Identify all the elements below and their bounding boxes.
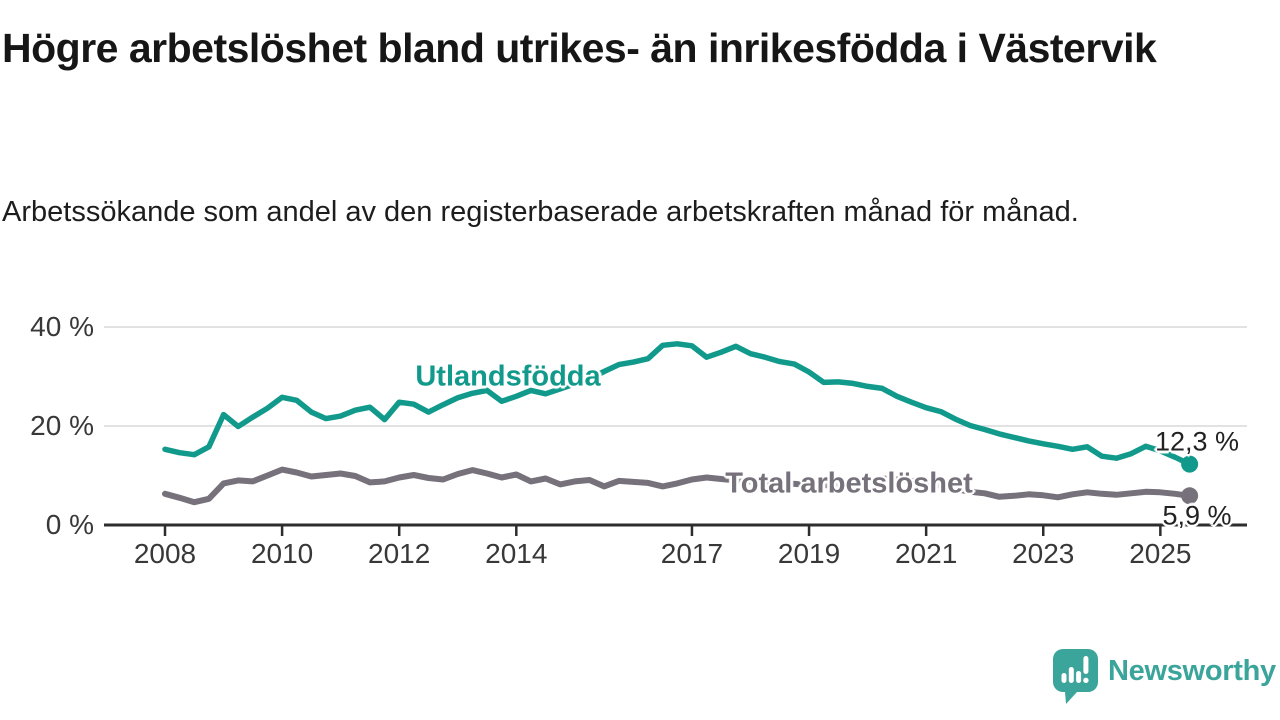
series-end-dot-total [1181,487,1199,505]
y-axis-tick-label: 20 % [30,410,94,441]
y-axis-tick-label: 40 % [30,311,94,342]
newsworthy-wordmark: Newsworthy [1108,655,1276,687]
series-label-total-arbetsloshet: Total arbetslöshet [725,467,973,500]
series-line-utlandsfodda [162,341,1193,467]
x-axis-tick-label: 2012 [368,538,431,569]
page-subtitle: Arbetssökande som andel av den registerb… [2,196,1079,228]
x-axis-tick-label: 2021 [894,538,958,569]
x-axis-tick-label: 2014 [485,538,548,569]
x-axis-tick-label: 2008 [133,538,197,569]
x-axis-tick-label: 2010 [250,538,314,569]
x-axis-tick-label: 2025 [1129,538,1192,569]
page-title: Högre arbetslöshet bland utrikes- än inr… [2,25,1157,71]
x-axis-tick-label: 2017 [660,538,724,569]
series-end-dot-utlandsfodda [1181,455,1199,473]
x-axis-tick-label: 2023 [1012,538,1075,569]
end-value-label-utlandsfodda: 12,3 % [1154,426,1240,457]
y-axis-tick-label: 0 % [45,509,94,540]
series-label-utlandsfodda: Utlandsfödda [415,360,601,393]
newsworthy-logo-icon [1053,649,1098,704]
end-value-label-total: 5,9 % [1162,500,1232,531]
newsworthy-logo: Newsworthy [1052,648,1276,705]
series-line-total [162,466,1193,506]
x-axis-tick-label: 2019 [777,538,841,569]
